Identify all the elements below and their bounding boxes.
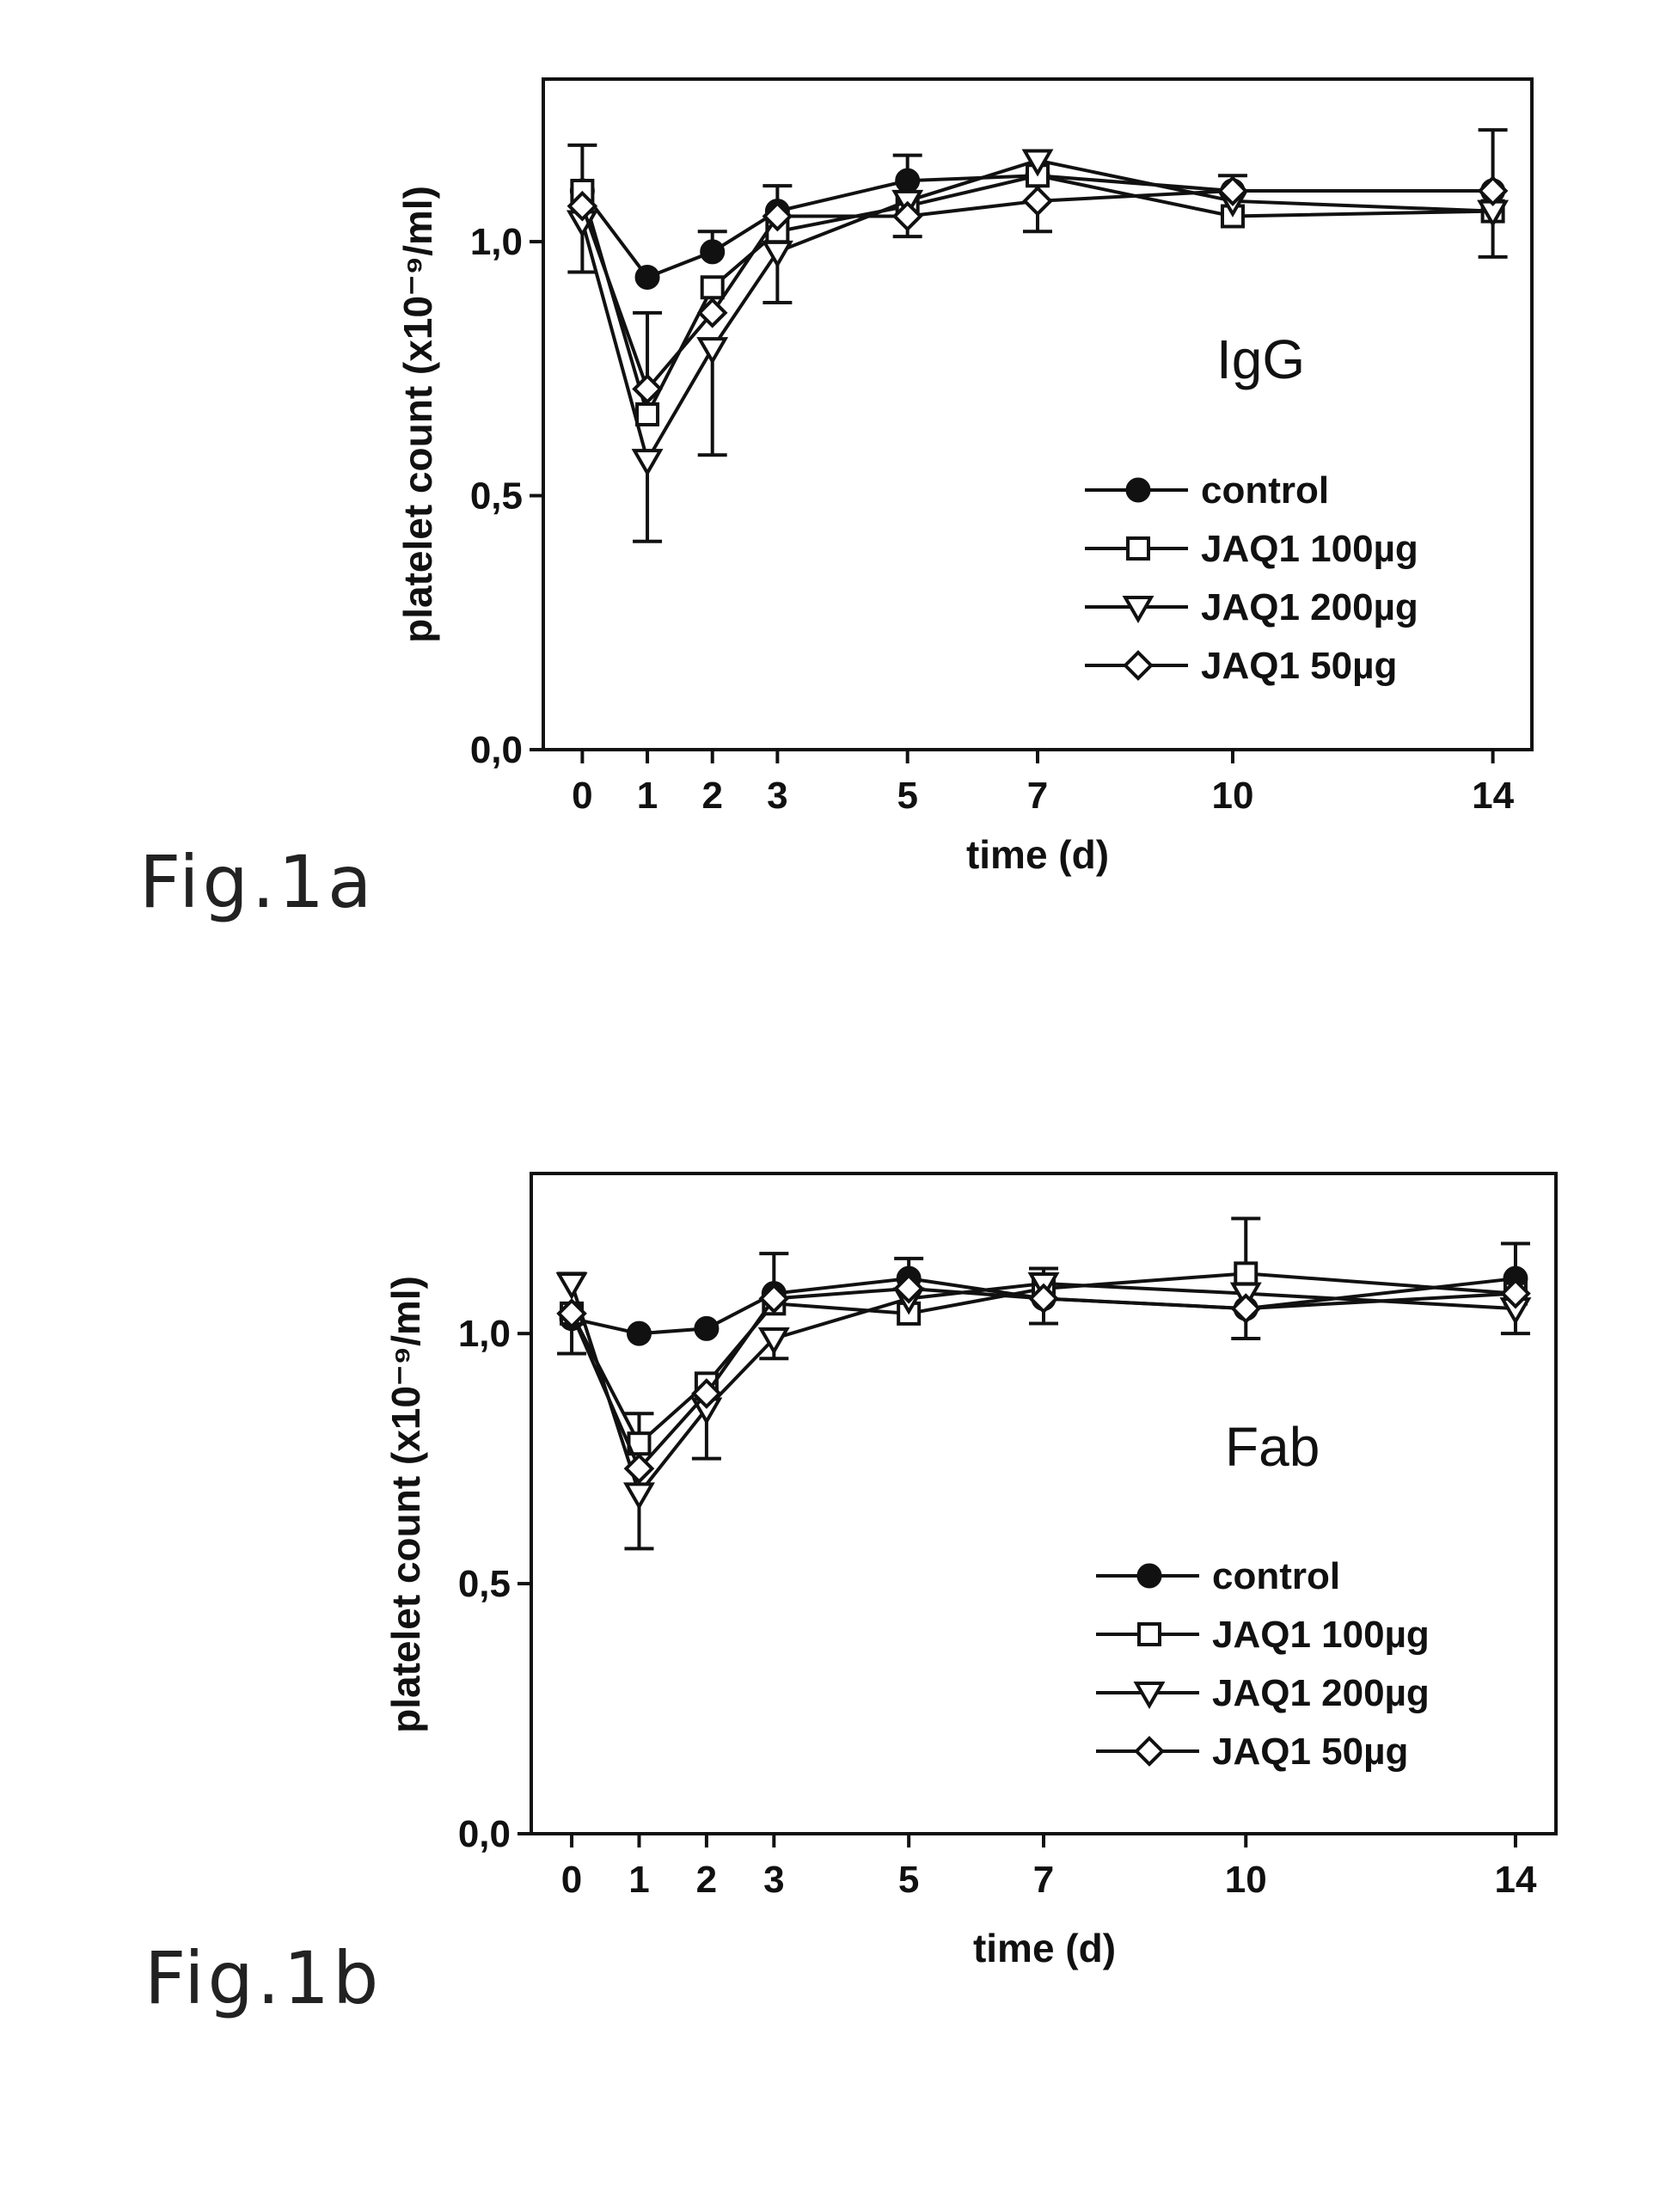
x-axis-label: time (d) [966, 832, 1109, 877]
x-axis-ticks: 0 1 2 3 5 7 10 14 [572, 750, 1514, 817]
data-point [897, 169, 919, 192]
data-point [634, 450, 660, 473]
y-tick-label: 0,0 [470, 729, 523, 771]
legend-label: JAQ1 200µg [1201, 586, 1418, 628]
data-point [1233, 1296, 1259, 1321]
legend-label: JAQ1 200µg [1212, 1672, 1430, 1714]
figure-label: Fig.1a [139, 840, 375, 924]
legend-label: control [1201, 469, 1329, 512]
legend-item: JAQ1 100µg [1096, 1614, 1430, 1656]
legend-marker [1138, 1565, 1161, 1587]
x-tick-label: 0 [561, 1859, 582, 1901]
x-tick-label: 7 [1027, 775, 1048, 817]
data-point [636, 266, 658, 288]
x-tick-label: 3 [763, 1859, 784, 1901]
x-axis-label: time (d) [973, 1926, 1116, 1970]
legend-label: control [1212, 1555, 1340, 1597]
y-axis-label: platelet count (x10⁻⁹/ml) [395, 186, 440, 643]
x-tick-label: 2 [696, 1859, 717, 1901]
y-tick-label: 0,0 [458, 1813, 511, 1855]
legend-item: JAQ1 50µg [1085, 645, 1397, 687]
y-tick-label: 1,0 [470, 221, 523, 263]
x-tick-label: 2 [701, 775, 722, 817]
legend-item: JAQ1 200µg [1096, 1672, 1430, 1714]
legend-marker [1139, 1624, 1160, 1645]
legend: control JAQ1 100µg JAQ1 200µg JAQ1 50µg [1085, 469, 1418, 687]
x-tick-label: 10 [1225, 1859, 1267, 1901]
legend-item: JAQ1 50µg [1096, 1731, 1408, 1773]
chart-panel-igg: 0,0 0,5 1,0 0 1 2 3 5 7 10 14 time (d) platelet c… [139, 79, 1532, 924]
data-point [559, 1274, 585, 1296]
legend: control JAQ1 100µg JAQ1 200µg JAQ1 50µg [1096, 1555, 1430, 1773]
legend-marker [1128, 538, 1148, 559]
data-series-group [567, 130, 1507, 542]
y-tick-label: 0,5 [458, 1563, 511, 1605]
data-series-group [557, 1218, 1530, 1548]
data-point [626, 1484, 652, 1506]
data-point [695, 1317, 718, 1339]
chart-panel-fab: 0,0 0,5 1,0 0 1 2 3 5 7 10 14 time (d) platelet c… [144, 1173, 1556, 2020]
legend-marker [1125, 653, 1151, 678]
legend-label: JAQ1 50µg [1212, 1731, 1408, 1773]
x-tick-label: 5 [897, 775, 917, 817]
legend-marker [1127, 479, 1149, 501]
legend-item: control [1096, 1555, 1340, 1597]
y-axis-ticks: 0,0 0,5 1,0 [470, 221, 543, 771]
legend-marker [1136, 1738, 1162, 1764]
figure-label: Fig.1b [144, 1936, 382, 2020]
panel-label: IgG [1216, 328, 1305, 390]
data-point [1025, 188, 1050, 214]
data-point [1235, 1263, 1256, 1284]
y-axis-label: platelet count (x10⁻⁹/ml) [383, 1276, 428, 1733]
data-point [764, 242, 790, 265]
panel-label: Fab [1225, 1416, 1320, 1478]
y-tick-label: 0,5 [470, 475, 523, 518]
y-tick-label: 1,0 [458, 1313, 511, 1355]
x-tick-label: 14 [1472, 775, 1514, 817]
x-tick-label: 1 [628, 1859, 649, 1901]
data-point [700, 339, 726, 361]
legend-label: JAQ1 50µg [1201, 645, 1397, 687]
legend-item: JAQ1 100µg [1085, 528, 1418, 570]
x-tick-label: 5 [898, 1859, 919, 1901]
x-tick-label: 14 [1494, 1859, 1536, 1901]
data-point [637, 404, 658, 425]
legend-item: JAQ1 200µg [1085, 586, 1418, 628]
x-tick-label: 7 [1033, 1859, 1054, 1901]
legend-item: control [1085, 469, 1329, 512]
y-axis-ticks: 0,0 0,5 1,0 [458, 1313, 531, 1855]
data-point [628, 1322, 650, 1345]
data-point [702, 277, 723, 297]
legend-label: JAQ1 100µg [1201, 528, 1418, 570]
x-tick-label: 1 [637, 775, 658, 817]
x-tick-label: 10 [1211, 775, 1253, 817]
legend-label: JAQ1 100µg [1212, 1614, 1430, 1656]
x-tick-label: 3 [767, 775, 787, 817]
data-point [701, 241, 724, 263]
x-tick-label: 0 [572, 775, 592, 817]
x-axis-ticks: 0 1 2 3 5 7 10 14 [561, 1834, 1537, 1901]
